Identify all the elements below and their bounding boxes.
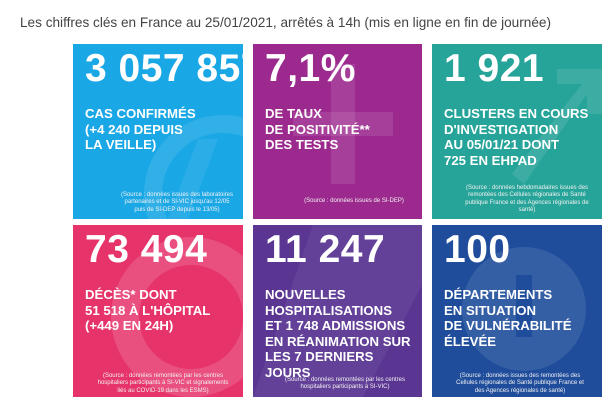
hospitalisations-source: (Source : données remontées par les cent… [284,377,406,391]
positivity-rate-source: (Source : données issues de SI-DEP) [304,198,404,204]
arrow-icon [512,69,602,184]
deaths-source: (Source : données remontées par les cent… [97,373,229,394]
background-pattern-icon [144,115,243,219]
positivity-rate-card: 7,1% DE TAUX DE POSITIVITÉ** DES TESTS (… [253,44,422,219]
departments-source: (Source : données issues des remontées d… [456,373,584,394]
departments-card: 100 DÉPARTEMENTS EN SITUATION DE VULNÉRA… [432,225,602,397]
clusters-card: 1 921 CLUSTERS EN COURS D'INVESTIGATION … [432,44,602,219]
cross-shape-icon [253,225,422,397]
deaths-card: 73 494 DÉCÈS* DONT 51 518 À L'HÔPITAL (+… [73,225,243,397]
hospitalisations-value: 11 247 [265,228,386,271]
departments-value: 100 [444,228,511,271]
confirmed-cases-label: CAS CONFIRMÉS (+4 240 DEPUIS LA VEILLE) [85,106,196,152]
circle-shape-icon [111,237,243,397]
hospitalisations-label: NOUVELLES HOSPITALISATIONS ET 1 748 ADMI… [265,287,411,380]
clusters-source: (Source : données hebdomadaires issues d… [465,185,589,214]
clusters-label: CLUSTERS EN COURS D'INVESTIGATION AU 05/… [444,106,589,168]
info-icon [462,247,586,371]
confirmed-cases-value: 3 057 857 [85,47,243,90]
page-title: Les chiffres clés en France au 25/01/202… [20,15,551,30]
confirmed-cases-source: (Source : données issues des laboratoire… [120,192,234,213]
positivity-rate-label: DE TAUX DE POSITIVITÉ** DES TESTS [265,106,370,152]
hospitalisations-card: 11 247 NOUVELLES HOSPITALISATIONS ET 1 7… [253,225,422,397]
clusters-value: 1 921 [444,47,545,90]
confirmed-cases-card: 3 057 857 CAS CONFIRMÉS (+4 240 DEPUIS L… [73,44,243,219]
positivity-rate-value: 7,1% [265,47,356,90]
deaths-value: 73 494 [85,228,208,271]
departments-label: DÉPARTEMENTS EN SITUATION DE VULNÉRABILI… [444,287,572,349]
plus-sign-icon [293,64,393,184]
deaths-label: DÉCÈS* DONT 51 518 À L'HÔPITAL (+449 EN … [85,287,211,333]
